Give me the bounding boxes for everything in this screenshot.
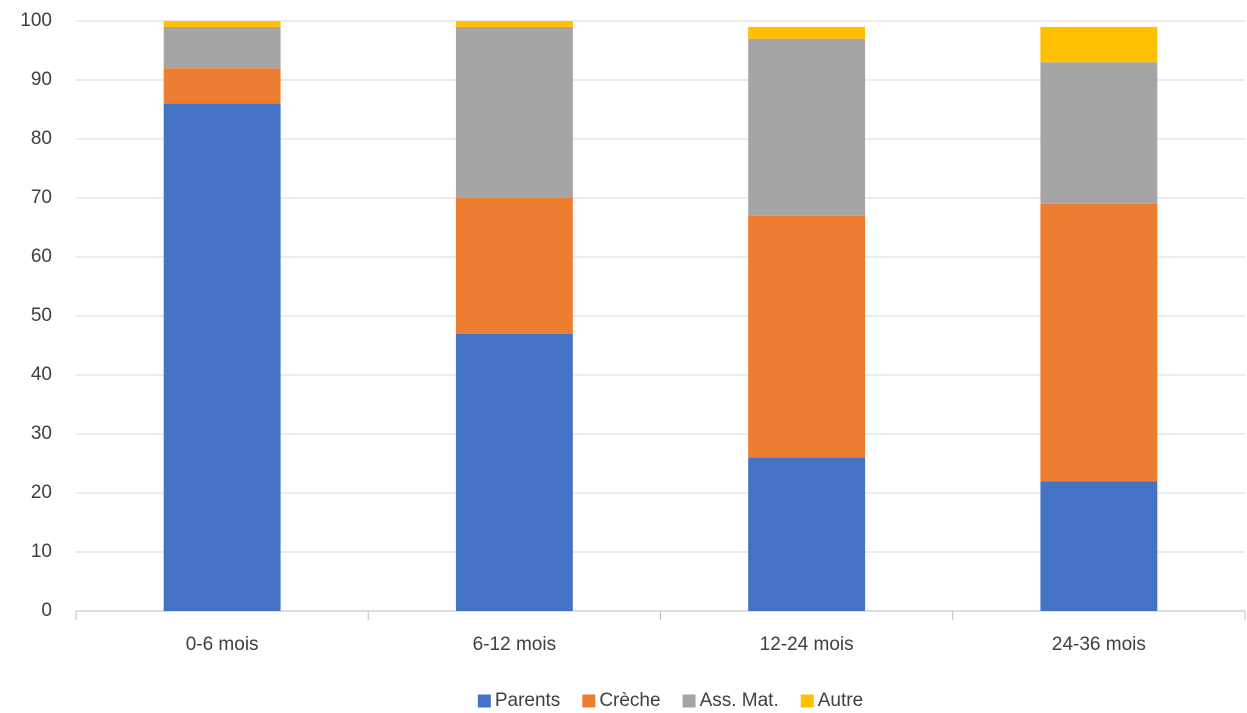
bar-segment <box>455 26 573 199</box>
y-tick-label: 80 <box>31 128 52 149</box>
legend-label: Parents <box>495 690 560 711</box>
legend-swatch <box>477 694 491 708</box>
y-tick-label: 70 <box>31 187 52 208</box>
y-tick-label: 40 <box>31 364 52 385</box>
bar-segment <box>455 198 573 334</box>
y-tick-label: 10 <box>31 541 52 562</box>
legend-label: Autre <box>818 690 863 711</box>
legend-swatch <box>682 694 696 708</box>
y-tick-label: 0 <box>41 600 52 621</box>
bar-segment <box>1040 62 1158 204</box>
x-tick-label: 24-36 mois <box>1052 634 1146 655</box>
bar-segment <box>163 26 281 69</box>
x-tick-label: 12-24 mois <box>760 634 854 655</box>
bar-segment <box>748 26 866 39</box>
x-tick-label: 6-12 mois <box>473 634 556 655</box>
legend-item: Crèche <box>582 690 661 711</box>
legend-swatch <box>582 694 596 708</box>
y-tick-label: 90 <box>31 69 52 90</box>
legend-swatch <box>800 694 814 708</box>
legend-item: Autre <box>800 690 863 711</box>
bar-segment <box>1040 481 1158 611</box>
legend-item: Parents <box>477 690 560 711</box>
x-tick-label: 0-6 mois <box>186 634 259 655</box>
bar-segment <box>748 457 866 611</box>
y-tick-label: 50 <box>31 305 52 326</box>
bar-segment <box>1040 26 1158 63</box>
legend-item: Ass. Mat. <box>682 690 779 711</box>
y-tick-label: 20 <box>31 482 52 503</box>
bar-segment <box>163 68 281 104</box>
legend-label: Crèche <box>599 690 660 711</box>
bar-segment <box>455 21 573 27</box>
bar-segment <box>748 38 866 216</box>
bar-segment <box>163 21 281 27</box>
bar-segment <box>748 215 866 458</box>
y-tick-label: 30 <box>31 423 52 444</box>
legend-label: Ass. Mat. <box>700 690 779 711</box>
bar-segment <box>1040 203 1158 482</box>
bar-segment <box>455 333 573 611</box>
y-tick-label: 60 <box>31 246 52 267</box>
y-tick-label: 100 <box>20 10 52 31</box>
bar-segment <box>163 103 281 611</box>
